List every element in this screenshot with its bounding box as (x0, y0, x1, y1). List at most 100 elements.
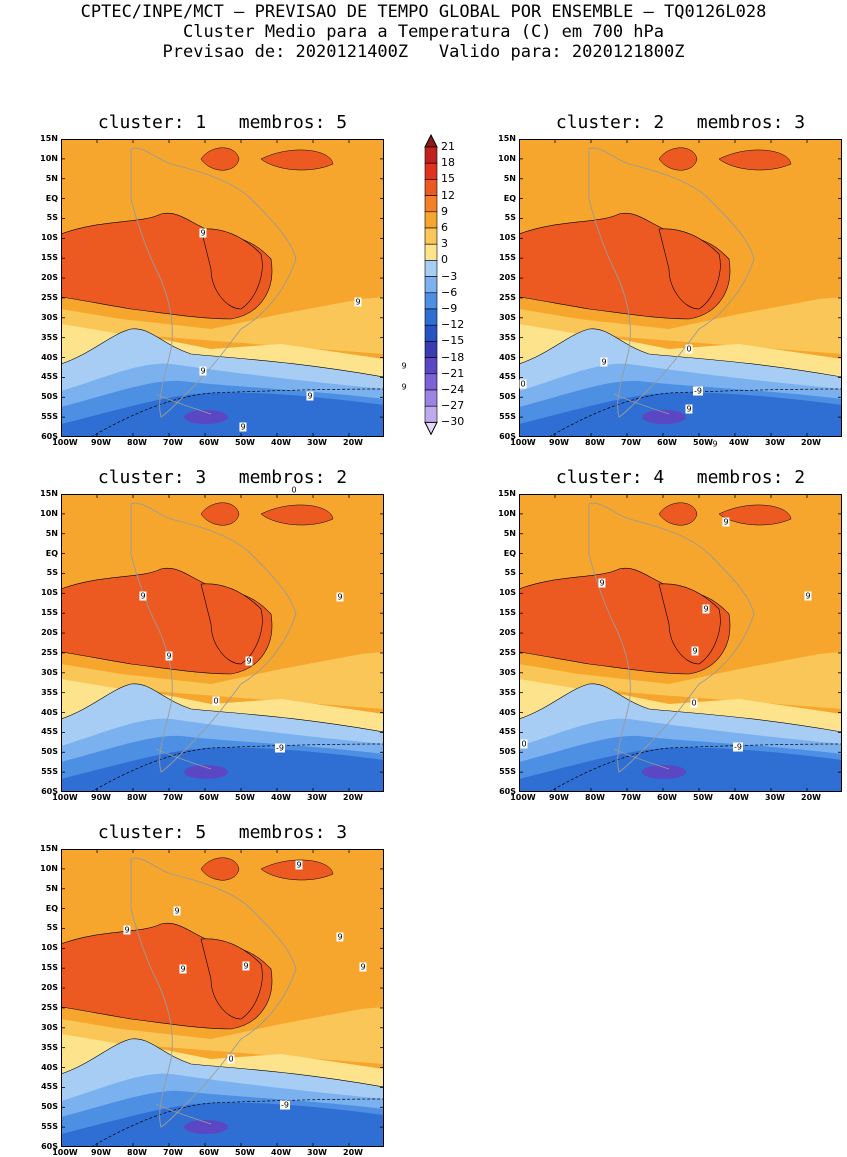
contour-label: 9 (295, 860, 303, 870)
lat-tick-label: 40S (499, 707, 516, 717)
contour-label: 9 (400, 382, 408, 392)
lat-tick-label: 35S (499, 687, 516, 697)
lon-tick-label: 90W (91, 438, 111, 447)
lat-tick-label: 5N (45, 528, 58, 538)
contour-label: 9 (199, 366, 207, 376)
colorbar-level-label: −24 (441, 383, 465, 396)
shading-above-9 (658, 583, 721, 665)
lon-tick-label: 80W (127, 438, 147, 447)
contour-label: -9 (733, 742, 743, 752)
lat-tick-label: 50S (499, 392, 516, 402)
colorbar-swatch (424, 373, 438, 391)
contour-label: 9 (139, 591, 147, 601)
lat-tick-label: 25S (499, 647, 516, 657)
lat-tick-label: 60S (499, 787, 516, 796)
land-outline (155, 748, 212, 770)
shading-above-9 (718, 504, 792, 526)
lat-tick-label: 20S (41, 628, 58, 638)
colorbar-level-label: −18 (441, 350, 465, 364)
lat-tick-label: 15N (498, 134, 516, 143)
colorbar-level-label: −27 (441, 399, 465, 413)
lat-tick-label: 50S (499, 747, 516, 757)
contour-label: 0 (290, 485, 298, 495)
lat-tick-label: 35S (41, 687, 58, 697)
lat-tick-label: 5S (46, 213, 58, 223)
colorbar-swatch (424, 260, 438, 277)
lon-tick-label: 30W (307, 1148, 327, 1157)
contour-label: -9 (275, 743, 285, 753)
contour-label: 0 (685, 344, 693, 354)
lon-tick-label: 100W (510, 793, 536, 802)
lat-tick-label: 5S (504, 213, 516, 223)
colorbar-swatch (424, 308, 438, 326)
panel-title: cluster: 3 membros: 2 (97, 467, 348, 488)
lat-tick-label: 10S (41, 588, 58, 598)
main-title-line2: Cluster Medio para a Temperatura (C) em … (182, 22, 665, 42)
contour-label: 0 (520, 739, 528, 749)
lat-tick-label: 10S (499, 233, 516, 243)
land-outline (155, 393, 212, 415)
shading-above-9 (200, 857, 240, 881)
lat-tick-label: 60S (41, 1142, 58, 1151)
map-frame (519, 494, 842, 792)
lat-tick-label: 20S (499, 628, 516, 638)
shading-below-minus15 (642, 765, 686, 779)
lat-tick-label: 50S (41, 392, 58, 402)
contour-label: 0 (519, 379, 527, 389)
lat-tick-label: 10S (499, 588, 516, 598)
contour-label: 9 (711, 439, 719, 449)
colorbar-bottom-arrow (424, 421, 438, 436)
lat-tick-label: 25S (41, 647, 58, 657)
lat-tick-label: EQ (45, 193, 58, 203)
contour-label: 9 (165, 651, 173, 661)
lat-tick-label: 35S (499, 332, 516, 342)
lat-tick-label: EQ (45, 903, 58, 913)
colorbar-swatch (424, 324, 438, 342)
lat-tick-label: 5N (45, 173, 58, 183)
lon-tick-label: 80W (585, 438, 605, 447)
lon-tick-label: 50W (235, 1148, 255, 1157)
contour-label: 9 (179, 964, 187, 974)
main-title-line1: CPTEC/INPE/MCT – PREVISAO DE TEMPO GLOBA… (80, 2, 767, 22)
shading-above-9 (200, 228, 263, 310)
lon-tick-label: 70W (621, 438, 641, 447)
lon-tick-label: 90W (91, 793, 111, 802)
lon-tick-label: 40W (271, 438, 291, 447)
colorbar-level-label: 12 (441, 188, 455, 202)
lon-tick-label: 90W (549, 793, 569, 802)
colorbar-level-label: −6 (441, 285, 458, 299)
land-outline (130, 857, 297, 1128)
lat-tick-label: EQ (503, 548, 516, 558)
shading-above-9 (200, 502, 240, 526)
colorbar-swatch (424, 357, 438, 375)
contour-minus9 (90, 743, 384, 792)
contour-label: 9 (685, 404, 693, 414)
land-outline (613, 393, 670, 415)
map-frame (61, 494, 384, 792)
lat-tick-label: 15S (41, 608, 58, 618)
contour-minus9 (548, 743, 842, 792)
lon-tick-label: 60W (199, 1148, 219, 1157)
colorbar-swatch (424, 405, 438, 423)
lat-tick-label: 15N (40, 844, 58, 853)
lat-tick-label: 10S (41, 943, 58, 953)
lon-tick-label: 60W (657, 438, 677, 447)
shading-3-6 (61, 1007, 384, 1064)
shading-below-minus15 (184, 410, 228, 424)
shading-above-9 (658, 147, 698, 171)
lon-tick-label: 30W (765, 793, 785, 802)
lon-tick-label: 50W (235, 793, 255, 802)
lat-tick-label: 40S (41, 1062, 58, 1072)
lat-tick-label: 10N (498, 508, 516, 518)
colorbar-swatch (424, 195, 438, 213)
lat-tick-label: 20S (41, 983, 58, 993)
land-outline (588, 502, 755, 773)
lon-tick-label: 100W (52, 793, 78, 802)
lon-tick-label: 20W (801, 793, 821, 802)
lat-tick-label: 60S (41, 787, 58, 796)
lat-tick-label: 5N (503, 173, 516, 183)
contour-label: 9 (702, 604, 710, 614)
land-outline (613, 748, 670, 770)
colorbar-swatch (424, 146, 438, 164)
colorbar-swatches (424, 133, 438, 436)
